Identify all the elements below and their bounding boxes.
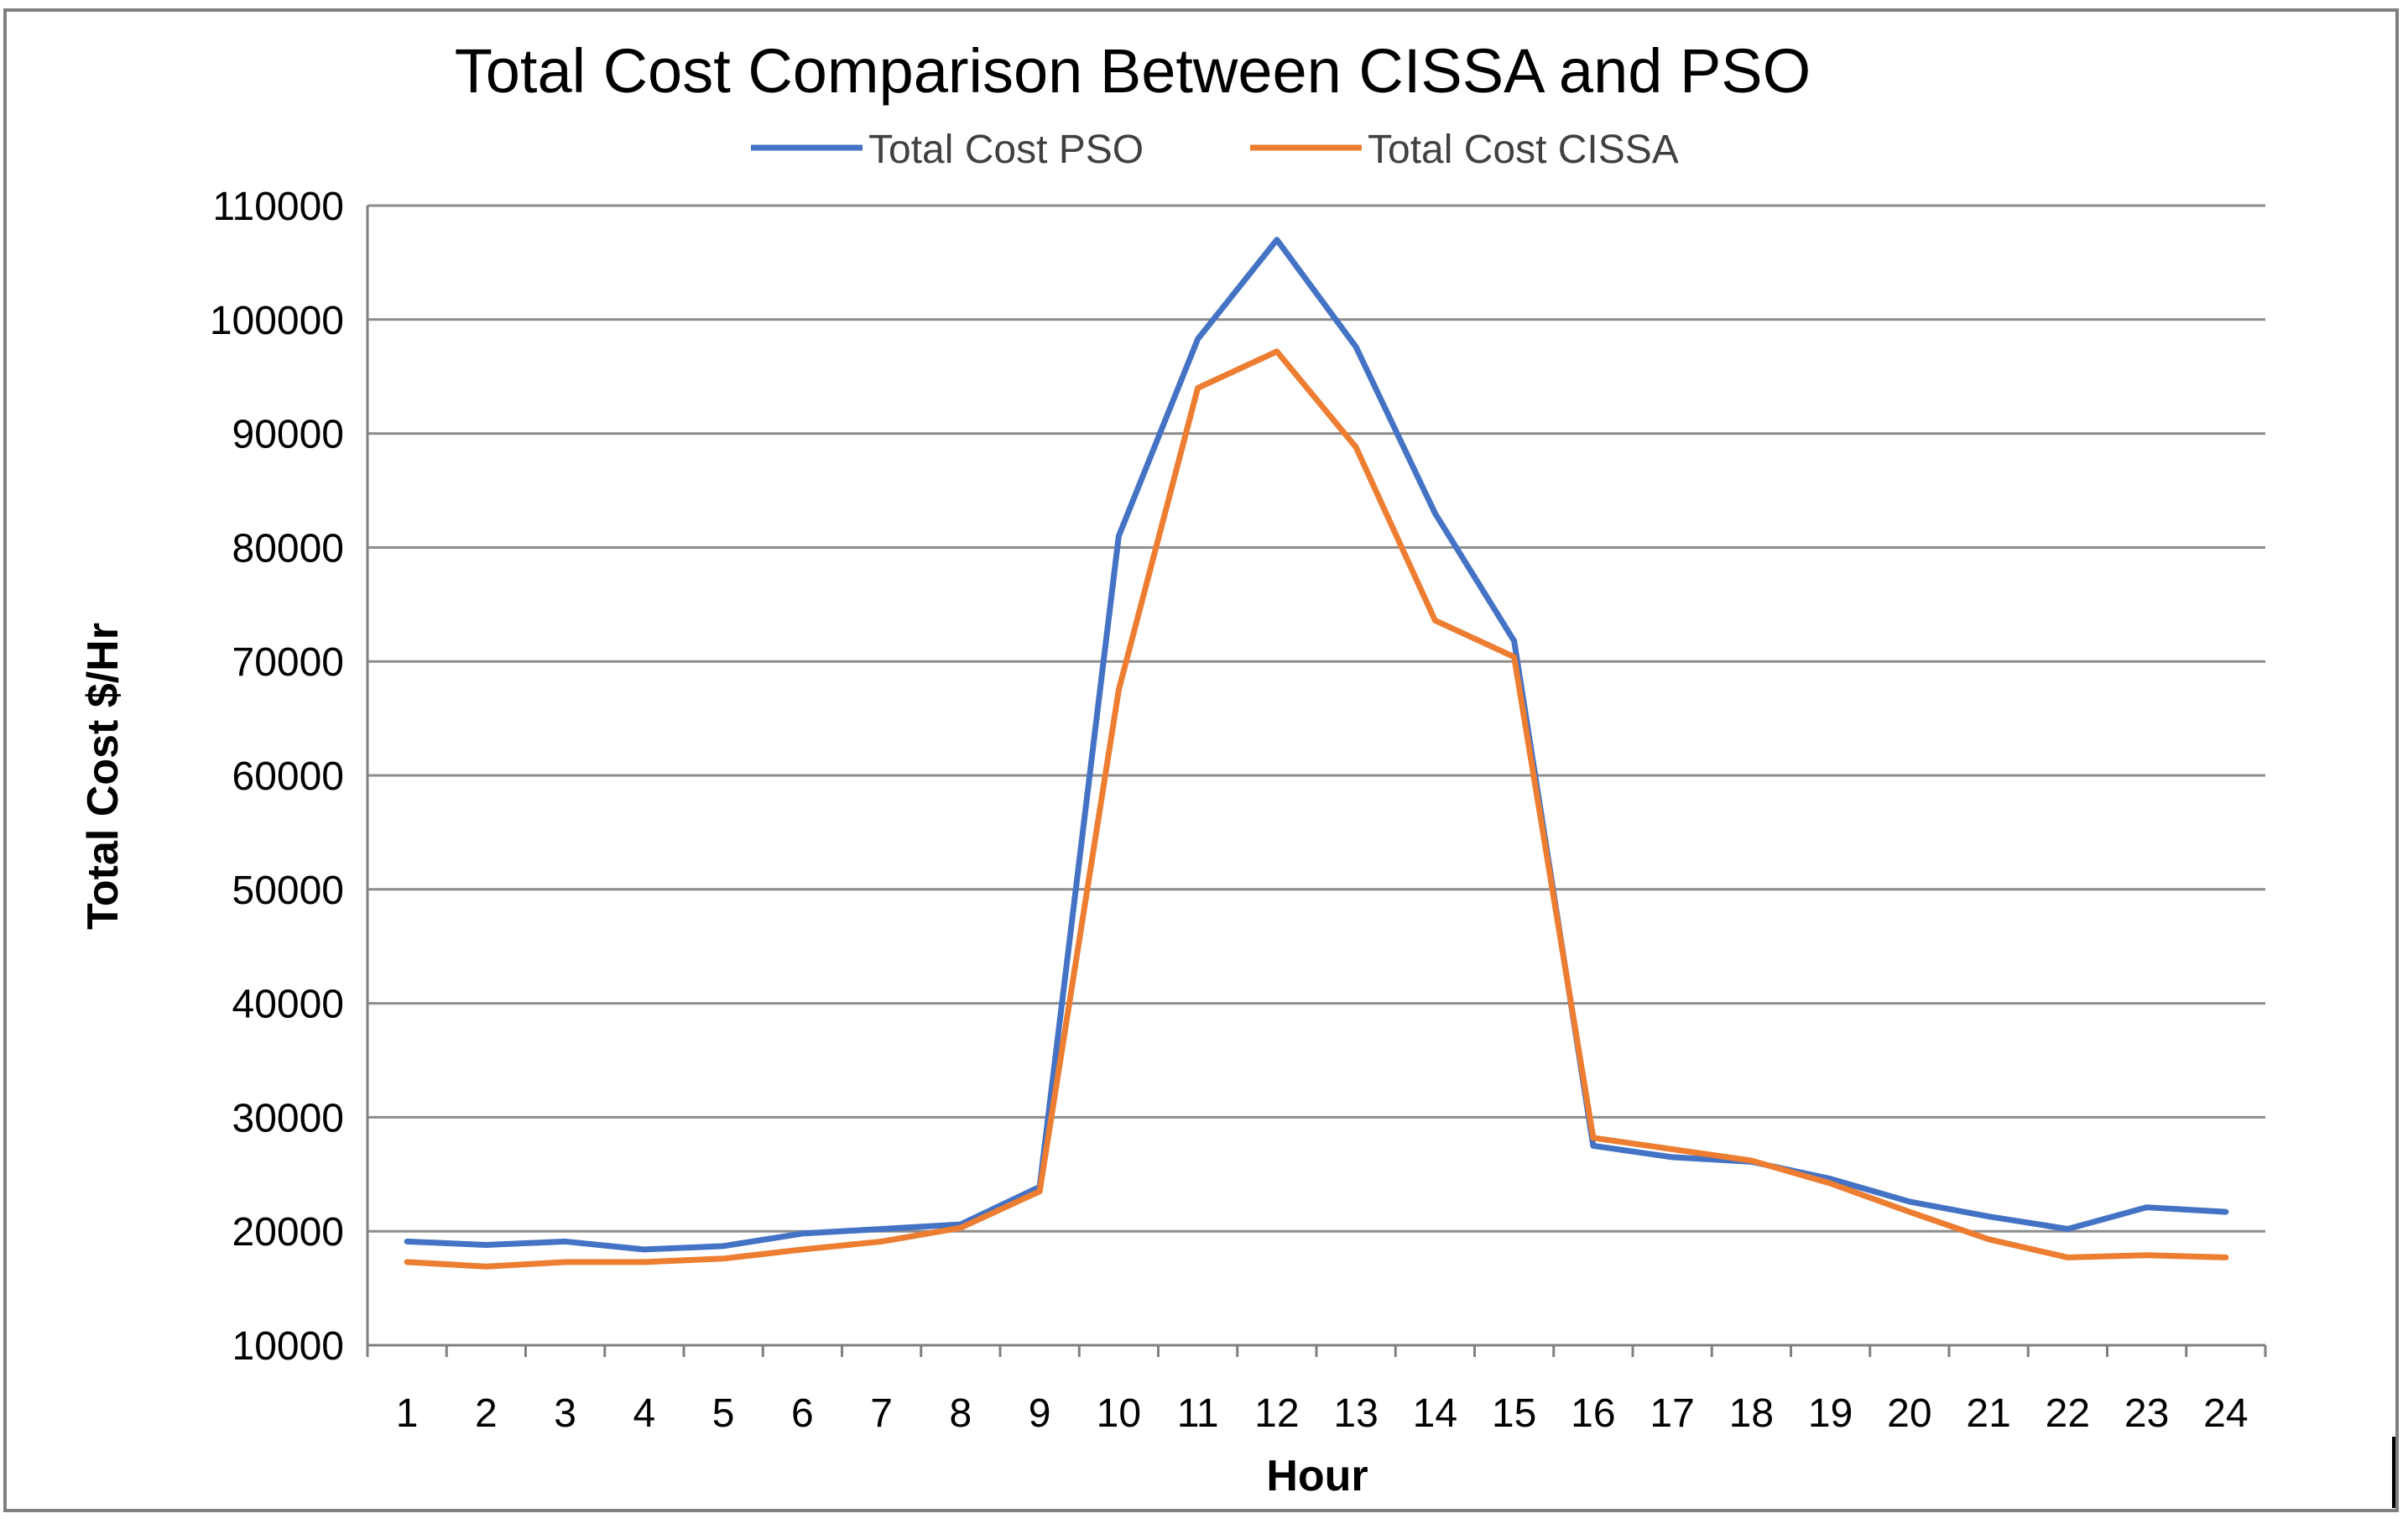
legend-label-cissa: Total Cost CISSA bbox=[1368, 128, 1679, 172]
y-tick-label: 60000 bbox=[232, 754, 344, 799]
x-tick-label: 14 bbox=[1413, 1391, 1457, 1436]
x-tick-labels: 1 2 3 4 5 6 7 8 9 10 11 12 13 14 15 16 17 18 19 20 21 22 23 24 bbox=[396, 1391, 2249, 1436]
x-tick-label: 10 bbox=[1097, 1391, 1141, 1436]
y-tick-label: 90000 bbox=[232, 413, 344, 457]
x-tick-label: 11 bbox=[1177, 1391, 1219, 1436]
x-tick-label: 1 bbox=[396, 1391, 419, 1436]
x-tick-label: 24 bbox=[2203, 1391, 2248, 1436]
x-tick-label: 15 bbox=[1492, 1391, 1536, 1436]
legend: Total Cost PSO Total Cost CISSA bbox=[751, 128, 1679, 172]
x-tick-label: 4 bbox=[633, 1391, 656, 1436]
x-tick-label: 5 bbox=[712, 1391, 735, 1436]
x-tick-label: 8 bbox=[950, 1391, 972, 1436]
x-tick-label: 23 bbox=[2124, 1391, 2169, 1436]
x-tick-label: 17 bbox=[1650, 1391, 1694, 1436]
y-tick-labels: 10000 20000 30000 40000 50000 60000 70000 80000… bbox=[210, 185, 344, 1369]
x-tick-label: 3 bbox=[554, 1391, 576, 1436]
x-tick-label: 18 bbox=[1729, 1391, 1774, 1436]
series-line-total-cost-cissa bbox=[404, 348, 2229, 1270]
x-axis-title: Hour bbox=[1266, 1452, 1368, 1500]
chart-title: Total Cost Comparison Between CISSA and … bbox=[455, 36, 1811, 106]
x-tick-label: 19 bbox=[1808, 1391, 1853, 1436]
x-tick-label: 7 bbox=[870, 1391, 893, 1436]
x-tick-label: 22 bbox=[2046, 1391, 2090, 1436]
x-tick-label: 21 bbox=[1966, 1391, 2010, 1436]
y-tick-label: 10000 bbox=[232, 1324, 344, 1369]
y-tick-label: 20000 bbox=[232, 1210, 344, 1255]
series bbox=[404, 237, 2229, 1270]
legend-label-pso: Total Cost PSO bbox=[868, 128, 1144, 172]
y-tick-label: 40000 bbox=[232, 983, 344, 1027]
series-line-total-cost-pso bbox=[404, 237, 2229, 1253]
gridlines bbox=[367, 204, 2265, 1233]
y-tick-label: 110000 bbox=[212, 185, 344, 229]
y-tick-label: 80000 bbox=[232, 526, 344, 571]
y-tick-label: 100000 bbox=[210, 299, 344, 343]
axes bbox=[366, 206, 2267, 1357]
x-tick-label: 6 bbox=[791, 1391, 814, 1436]
x-tick-label: 9 bbox=[1029, 1391, 1051, 1436]
x-tick-label: 2 bbox=[475, 1391, 498, 1436]
x-tick-label: 13 bbox=[1333, 1391, 1378, 1436]
chart-frame bbox=[3, 8, 2399, 1512]
x-tick-label: 16 bbox=[1571, 1391, 1615, 1436]
y-axis-title: Total Cost $/Hr bbox=[79, 623, 128, 930]
x-tick-label: 12 bbox=[1254, 1391, 1299, 1436]
x-tick-label: 20 bbox=[1887, 1391, 1931, 1436]
y-tick-label: 50000 bbox=[232, 869, 344, 913]
y-tick-label: 30000 bbox=[232, 1096, 344, 1140]
y-tick-label: 70000 bbox=[232, 640, 344, 685]
